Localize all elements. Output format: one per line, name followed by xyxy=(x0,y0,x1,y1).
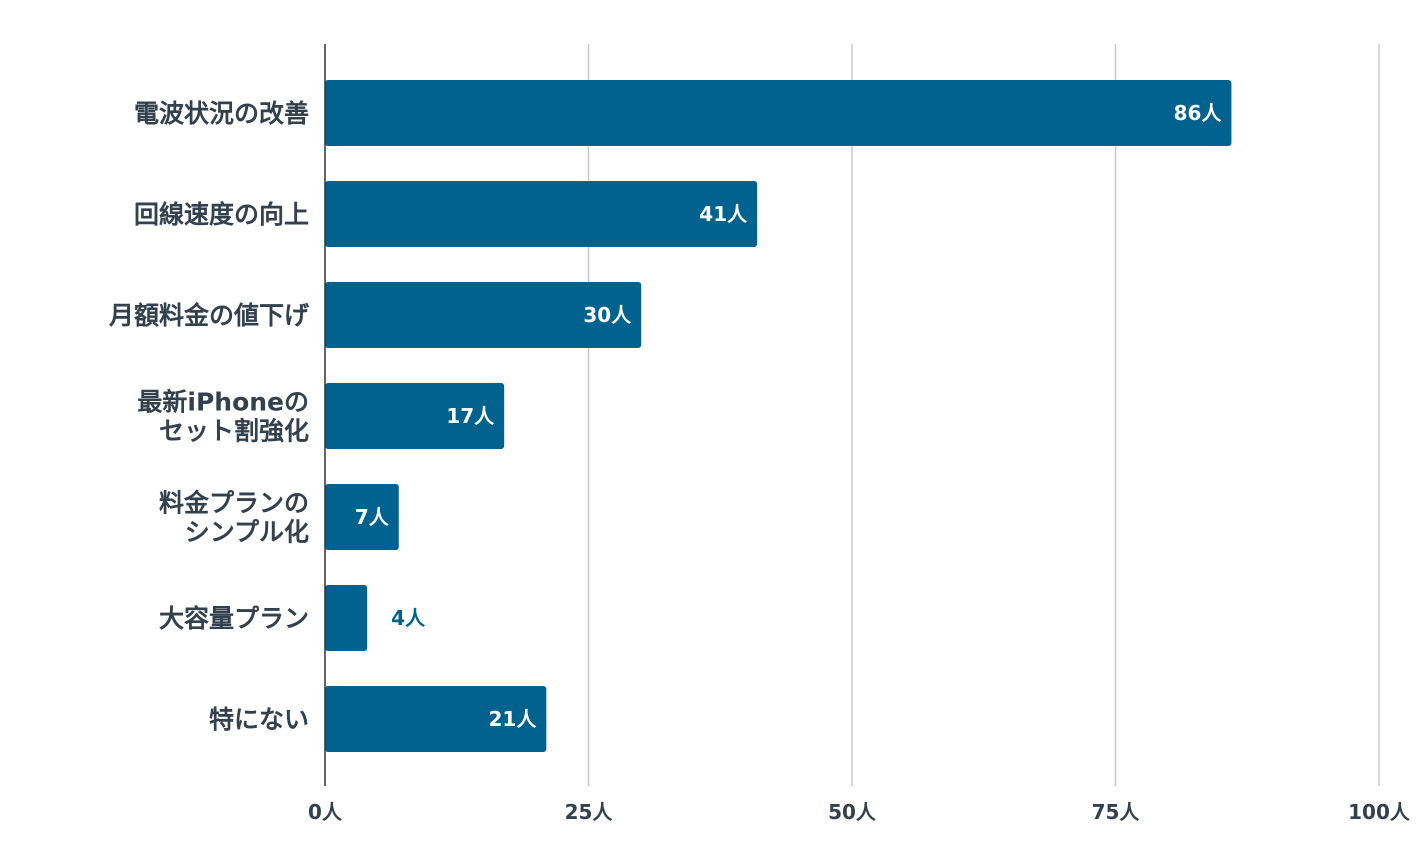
bar xyxy=(325,181,758,247)
bar xyxy=(325,80,1232,146)
data-label: 86人 xyxy=(1174,101,1223,125)
data-label: 41人 xyxy=(699,202,748,226)
x-tick-label: 0人 xyxy=(308,800,343,824)
category-label: 月額料金の値下げ xyxy=(108,301,310,330)
bar xyxy=(325,585,368,651)
data-label: 21人 xyxy=(488,707,537,731)
bars xyxy=(325,80,1232,752)
labels: 0人 25人 50人 75人 100人 86人 電波状況の改善 41人 回線速度の向上 30人 月額… xyxy=(108,99,1411,824)
category-label: 電波状況の改善 xyxy=(134,99,309,128)
data-label: 7人 xyxy=(355,505,390,529)
category-label-line: 回線速度の向上 xyxy=(134,200,309,229)
bar xyxy=(325,383,505,449)
category-label: 特にない xyxy=(209,705,309,734)
category-label-line: 特にない xyxy=(209,705,309,734)
category-label: 大容量プラン xyxy=(159,604,309,633)
category-label: 最新iPhoneのセット割強化 xyxy=(137,388,309,446)
grid-lines xyxy=(587,44,1380,786)
x-tick-label: 50人 xyxy=(828,800,877,824)
x-tick-label: 100人 xyxy=(1348,800,1411,824)
bar xyxy=(325,282,642,348)
category-label-line: 料金プランの xyxy=(159,489,309,518)
category-label: 回線速度の向上 xyxy=(134,200,309,229)
x-tick-label: 25人 xyxy=(565,800,614,824)
category-label-line: セット割強化 xyxy=(159,417,309,446)
category-label-line: 最新iPhoneの xyxy=(137,388,309,417)
data-label: 4人 xyxy=(391,606,426,630)
x-tick-label: 75人 xyxy=(1092,800,1141,824)
category-label-line: 月額料金の値下げ xyxy=(108,301,310,330)
bar xyxy=(325,686,547,752)
category-label-line: シンプル化 xyxy=(185,518,309,547)
category-label-line: 電波状況の改善 xyxy=(134,99,309,128)
category-label-line: 大容量プラン xyxy=(159,604,309,633)
data-label: 30人 xyxy=(583,303,632,327)
data-label: 17人 xyxy=(446,404,495,428)
category-label: 料金プランのシンプル化 xyxy=(159,489,309,547)
bar xyxy=(325,484,399,550)
